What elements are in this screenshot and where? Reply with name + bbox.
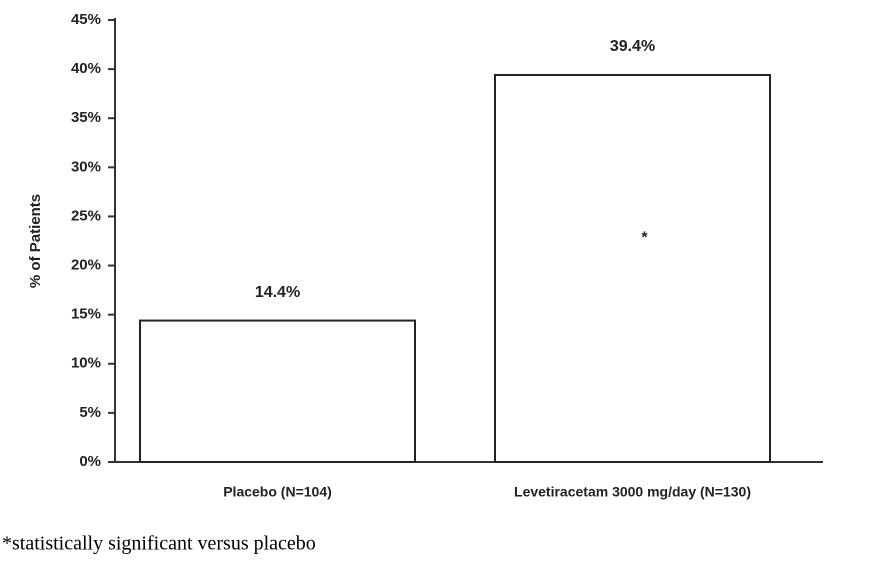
footnote: *statistically significant versus placeb… — [2, 533, 316, 555]
y-tick-label: 10% — [71, 355, 101, 372]
y-axis-label: % of Patients — [27, 194, 44, 288]
bar — [139, 319, 416, 463]
y-tick-label: 15% — [71, 306, 101, 323]
y-tick-label: 40% — [71, 60, 101, 77]
x-tick-label: Placebo (N=104) — [223, 484, 332, 500]
annotation: * — [641, 230, 648, 247]
y-tick-label: 30% — [71, 158, 101, 175]
bar — [494, 74, 771, 463]
y-tick-label: 0% — [79, 453, 101, 470]
value-label: 14.4% — [255, 284, 300, 301]
y-tick-label: 20% — [71, 257, 101, 274]
y-tick-label: 25% — [71, 207, 101, 224]
y-tick-label: 5% — [79, 404, 101, 421]
x-tick-label: Levetiracetam 3000 mg/day (N=130) — [514, 484, 751, 500]
y-tick-label: 45% — [71, 11, 101, 28]
y-tick-label: 35% — [71, 109, 101, 126]
value-label: 39.4% — [610, 38, 655, 55]
